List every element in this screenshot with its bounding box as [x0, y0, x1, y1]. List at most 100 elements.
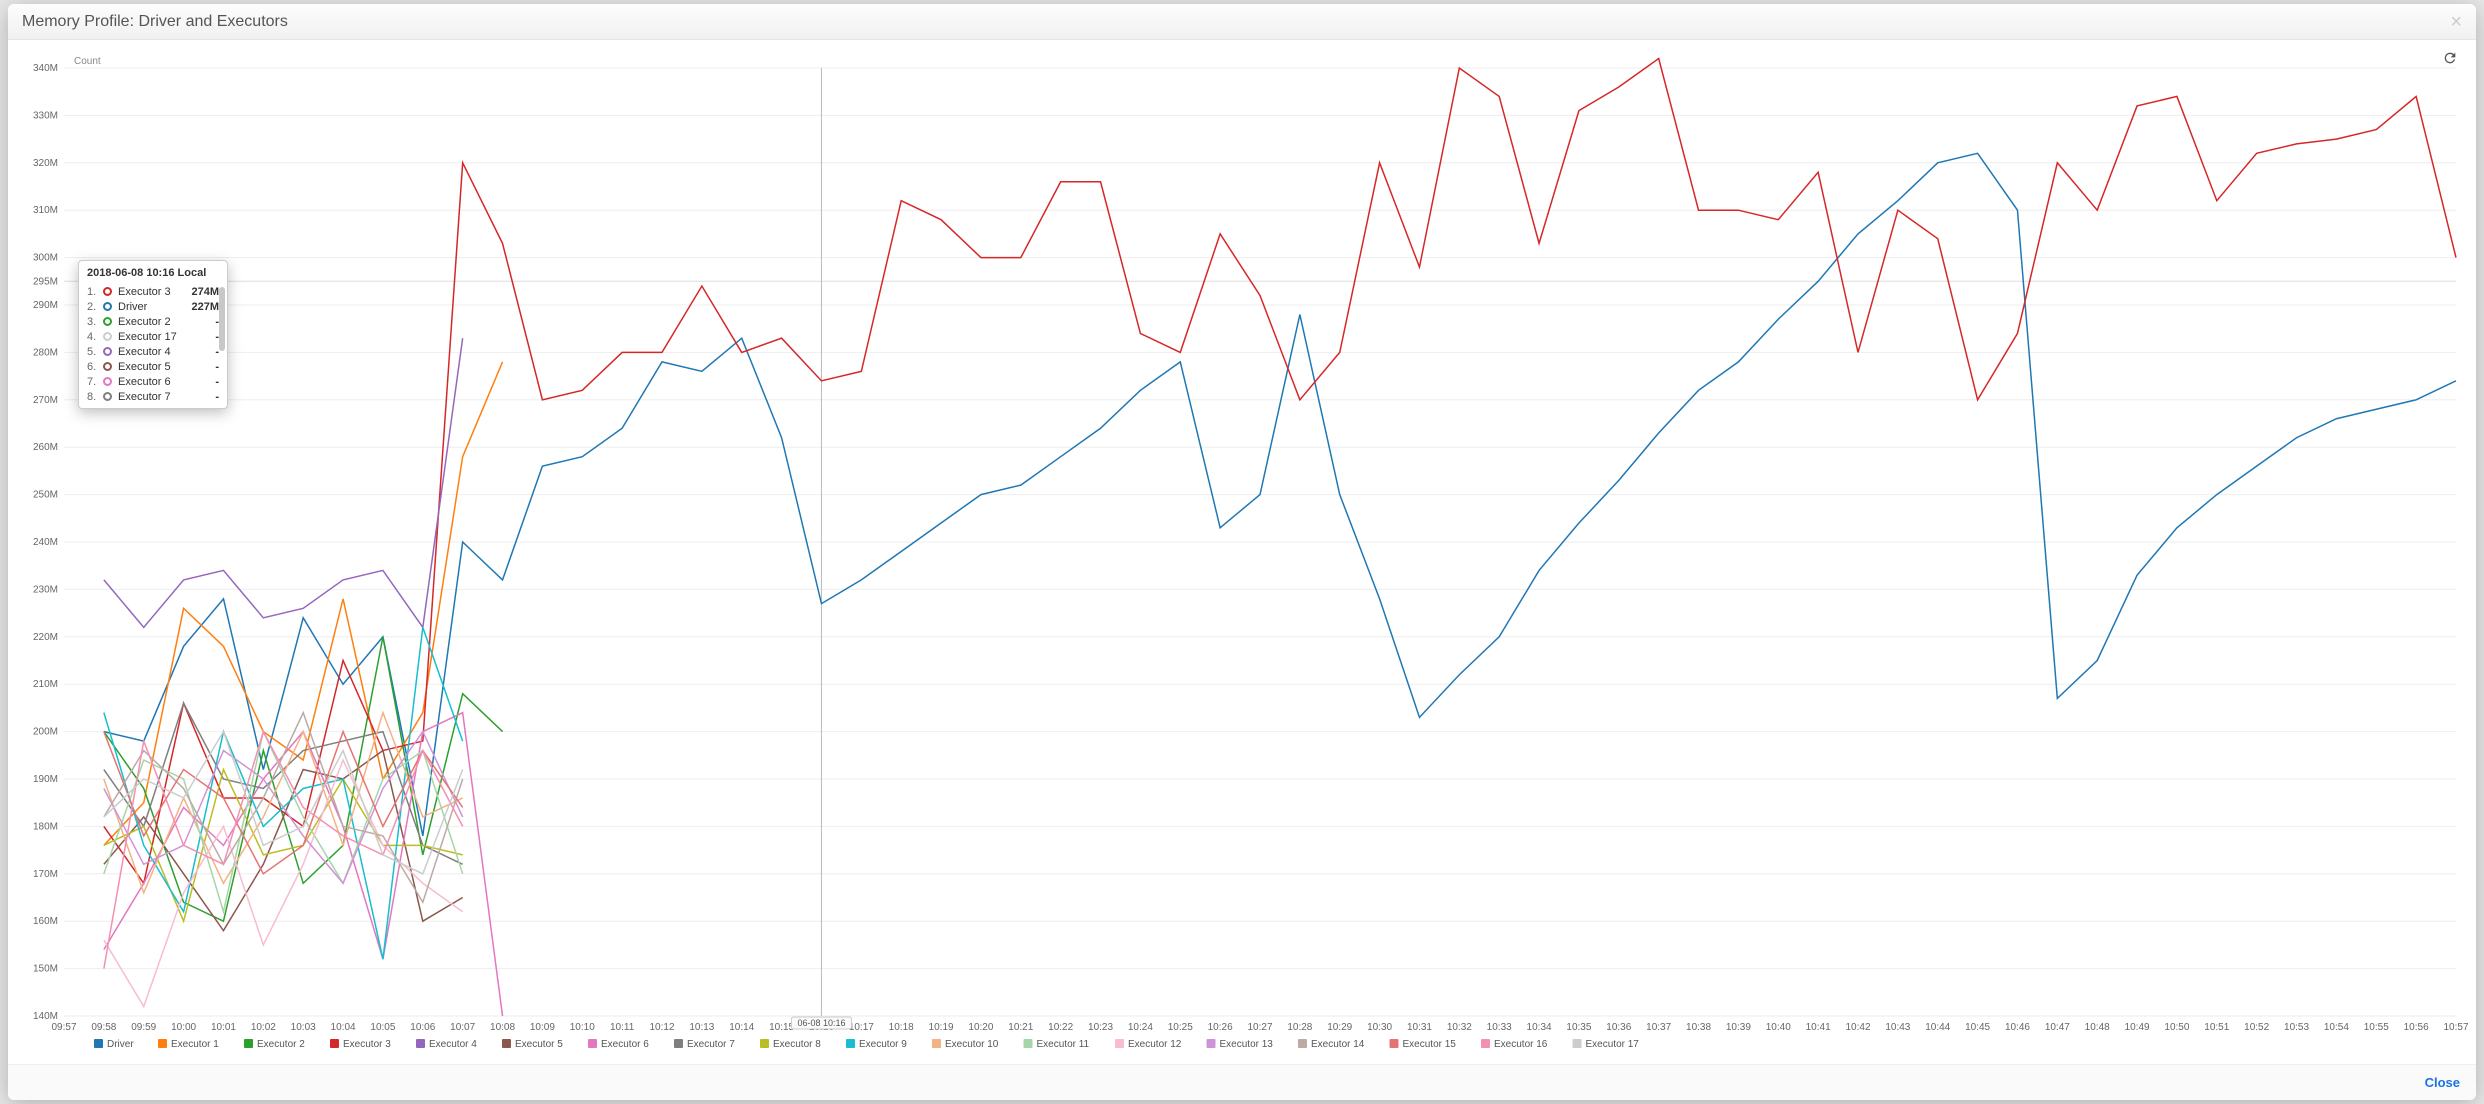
legend-item[interactable]: Executor 14: [1311, 1039, 1365, 1050]
svg-text:10:42: 10:42: [1845, 1022, 1870, 1033]
close-button[interactable]: Close: [2425, 1075, 2460, 1090]
tooltip-row-value: -: [183, 316, 219, 328]
svg-text:190M: 190M: [33, 774, 58, 785]
svg-text:10:45: 10:45: [1965, 1022, 1990, 1033]
modal-footer: Close: [8, 1064, 2476, 1100]
svg-text:10:17: 10:17: [849, 1022, 874, 1033]
svg-text:230M: 230M: [33, 584, 58, 595]
legend-item[interactable]: Driver: [107, 1039, 134, 1050]
svg-text:10:00: 10:00: [171, 1022, 196, 1033]
svg-text:180M: 180M: [33, 821, 58, 832]
memory-profile-chart[interactable]: 140M150M160M170M180M190M200M210M220M230M…: [16, 48, 2468, 1064]
series-color-icon: [103, 302, 112, 311]
svg-text:300M: 300M: [33, 253, 58, 264]
svg-text:10:02: 10:02: [251, 1022, 276, 1033]
svg-text:240M: 240M: [33, 537, 58, 548]
svg-text:Count: Count: [74, 56, 101, 67]
svg-text:10:51: 10:51: [2204, 1022, 2229, 1033]
legend-item[interactable]: Executor 12: [1128, 1039, 1182, 1050]
svg-text:10:33: 10:33: [1487, 1022, 1512, 1033]
svg-text:10:53: 10:53: [2284, 1022, 2309, 1033]
tooltip-row-value: 227M: [183, 301, 219, 313]
tooltip-row-index: 5.: [87, 346, 97, 358]
series-color-icon: [103, 317, 112, 326]
svg-text:10:29: 10:29: [1327, 1022, 1352, 1033]
close-icon[interactable]: ×: [2450, 12, 2462, 32]
legend-item[interactable]: Executor 10: [945, 1039, 999, 1050]
svg-text:10:35: 10:35: [1566, 1022, 1591, 1033]
svg-text:10:31: 10:31: [1407, 1022, 1432, 1033]
svg-text:295M: 295M: [33, 276, 58, 287]
series-color-icon: [103, 377, 112, 386]
svg-text:09:58: 09:58: [91, 1022, 116, 1033]
series-color-icon: [103, 332, 112, 341]
legend-item[interactable]: Executor 16: [1494, 1039, 1548, 1050]
tooltip-scrollbar-thumb[interactable]: [219, 287, 225, 351]
legend-item[interactable]: Executor 9: [859, 1039, 907, 1050]
tooltip-row: 7.Executor 6-: [87, 374, 219, 389]
svg-text:140M: 140M: [33, 1011, 58, 1022]
svg-text:150M: 150M: [33, 964, 58, 975]
svg-text:10:20: 10:20: [968, 1022, 993, 1033]
modal-title: Memory Profile: Driver and Executors: [22, 13, 288, 31]
svg-text:170M: 170M: [33, 869, 58, 880]
svg-text:10:50: 10:50: [2164, 1022, 2189, 1033]
tooltip-row: 3.Executor 2-: [87, 314, 219, 329]
legend-item[interactable]: Executor 15: [1403, 1039, 1457, 1050]
svg-text:260M: 260M: [33, 442, 58, 453]
svg-text:10:28: 10:28: [1287, 1022, 1312, 1033]
svg-text:220M: 220M: [33, 632, 58, 643]
svg-text:10:52: 10:52: [2244, 1022, 2269, 1033]
svg-text:10:54: 10:54: [2324, 1022, 2349, 1033]
legend-item[interactable]: Executor 8: [773, 1039, 821, 1050]
svg-text:10:15: 10:15: [769, 1022, 794, 1033]
tooltip-row-index: 6.: [87, 361, 97, 373]
svg-text:10:37: 10:37: [1646, 1022, 1671, 1033]
tooltip-row-value: -: [183, 391, 219, 403]
svg-text:10:14: 10:14: [729, 1022, 754, 1033]
svg-text:210M: 210M: [33, 679, 58, 690]
legend-item[interactable]: Executor 17: [1586, 1039, 1640, 1050]
legend-item[interactable]: Executor 6: [601, 1039, 649, 1050]
memory-profile-modal: Memory Profile: Driver and Executors × 1…: [8, 4, 2476, 1100]
tooltip-row: 1.Executor 3274M: [87, 284, 219, 299]
svg-text:340M: 340M: [33, 63, 58, 74]
legend-item[interactable]: Executor 5: [515, 1039, 563, 1050]
tooltip-row-name: Executor 6: [118, 376, 177, 388]
svg-text:10:40: 10:40: [1766, 1022, 1791, 1033]
svg-text:10:57: 10:57: [2443, 1022, 2468, 1033]
svg-text:10:41: 10:41: [1806, 1022, 1831, 1033]
svg-text:10:44: 10:44: [1925, 1022, 1950, 1033]
tooltip-row-index: 2.: [87, 301, 97, 313]
legend-item[interactable]: Executor 13: [1220, 1039, 1274, 1050]
svg-text:10:07: 10:07: [450, 1022, 475, 1033]
refresh-icon[interactable]: [2442, 50, 2458, 66]
svg-text:10:03: 10:03: [291, 1022, 316, 1033]
tooltip-row-value: -: [183, 361, 219, 373]
modal-body: 140M150M160M170M180M190M200M210M220M230M…: [8, 40, 2476, 1064]
svg-text:10:47: 10:47: [2045, 1022, 2070, 1033]
svg-text:10:30: 10:30: [1367, 1022, 1392, 1033]
svg-text:10:21: 10:21: [1008, 1022, 1033, 1033]
legend-item[interactable]: Executor 3: [343, 1039, 391, 1050]
tooltip-row-value: -: [183, 346, 219, 358]
legend-item[interactable]: Executor 4: [429, 1039, 477, 1050]
legend-item[interactable]: Executor 11: [1037, 1039, 1090, 1050]
svg-text:10:10: 10:10: [570, 1022, 595, 1033]
tooltip-row-index: 3.: [87, 316, 97, 328]
tooltip-row-name: Executor 7: [118, 391, 177, 403]
series-color-icon: [103, 362, 112, 371]
tooltip-row-name: Executor 4: [118, 346, 177, 358]
tooltip-row: 6.Executor 5-: [87, 359, 219, 374]
svg-text:330M: 330M: [33, 110, 58, 121]
svg-text:10:18: 10:18: [889, 1022, 914, 1033]
svg-text:10:48: 10:48: [2085, 1022, 2110, 1033]
legend-item[interactable]: Executor 1: [171, 1039, 219, 1050]
tooltip-scrollbar[interactable]: [219, 287, 225, 404]
svg-text:10:43: 10:43: [1885, 1022, 1910, 1033]
tooltip-row: 8.Executor 7-: [87, 389, 219, 404]
svg-text:10:49: 10:49: [2125, 1022, 2150, 1033]
legend-item[interactable]: Executor 2: [257, 1039, 305, 1050]
legend-item[interactable]: Executor 7: [687, 1039, 735, 1050]
svg-text:10:05: 10:05: [370, 1022, 395, 1033]
